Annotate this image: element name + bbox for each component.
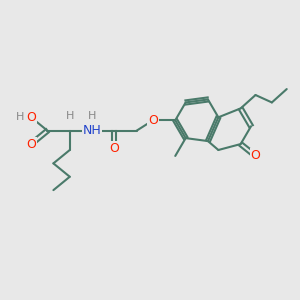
- Text: O: O: [110, 142, 119, 155]
- Text: O: O: [26, 111, 36, 124]
- Text: H: H: [88, 111, 96, 121]
- Text: O: O: [148, 114, 158, 127]
- Text: NH: NH: [83, 124, 101, 137]
- Text: O: O: [26, 138, 36, 151]
- Text: H: H: [16, 112, 24, 122]
- Text: H: H: [66, 111, 74, 121]
- Text: O: O: [250, 149, 260, 162]
